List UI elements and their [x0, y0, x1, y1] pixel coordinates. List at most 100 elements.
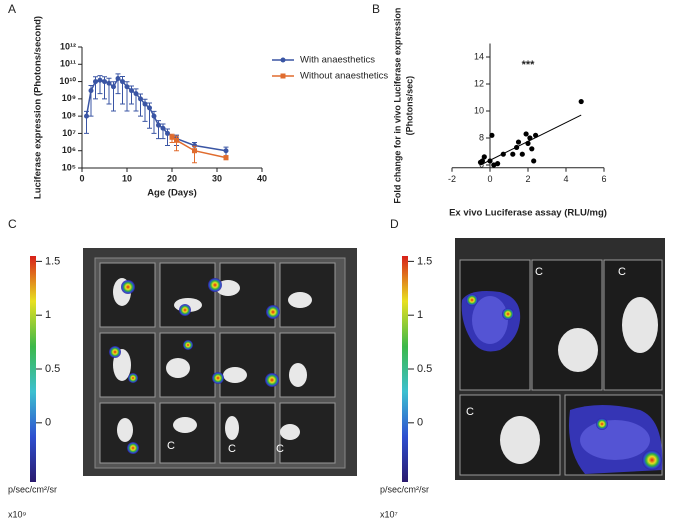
point	[527, 135, 533, 141]
y-tick-label: 8	[479, 132, 484, 142]
point	[481, 154, 487, 160]
point	[147, 105, 152, 111]
x-tick-label: 30	[212, 173, 222, 183]
point	[133, 91, 139, 97]
y-axis-label: Luciferase expression (Photons/second)	[33, 16, 44, 199]
y-tick-label: 10¹²	[60, 41, 76, 51]
point	[479, 158, 485, 164]
mouse	[289, 363, 307, 387]
signal	[642, 450, 662, 470]
cage	[159, 262, 216, 328]
x-axis-label: Ex vivo Luciferase assay (RLU/mg)	[449, 208, 607, 219]
panel-label: B	[372, 2, 380, 16]
mouse	[216, 280, 240, 296]
point	[223, 155, 229, 161]
signal	[502, 308, 514, 320]
point	[489, 132, 495, 138]
y-tick-label: 10⁷	[62, 128, 76, 138]
legend-marker	[280, 57, 286, 63]
x-tick-label: -2	[448, 174, 456, 184]
x-axis-label: Age (Days)	[147, 188, 197, 199]
cages	[99, 262, 336, 464]
cage	[531, 259, 603, 391]
point	[519, 151, 525, 157]
mouse	[223, 367, 247, 383]
point	[111, 84, 116, 90]
x-tick-label: 20	[167, 173, 177, 183]
cage	[159, 402, 216, 464]
panel-label: A	[8, 2, 16, 16]
point	[106, 80, 112, 86]
point	[169, 134, 175, 140]
control-label: C	[618, 266, 626, 278]
colorbar-tick-label: 1.5	[45, 255, 60, 267]
mouse	[173, 417, 197, 433]
cage	[279, 332, 336, 398]
colorbar-scale: x10⁷	[380, 509, 398, 519]
point	[578, 98, 584, 105]
y-axis-label: (Photons/sec)	[404, 76, 414, 136]
colorbar	[402, 256, 408, 482]
mouse	[280, 424, 300, 440]
point	[120, 79, 125, 85]
y-axis-label: Fold change for in vivo Luciferase expre…	[392, 8, 402, 204]
y-tick-label: 10⁹	[62, 93, 76, 103]
signal	[128, 373, 138, 383]
colorbar-tick-label: 0	[417, 417, 423, 429]
colorbar-label: p/sec/cm²/sr	[8, 484, 57, 494]
point	[174, 137, 179, 143]
point	[124, 84, 130, 90]
x-tick-label: 2	[525, 174, 530, 184]
control-label: C	[228, 443, 236, 455]
mouse	[500, 416, 540, 464]
point	[533, 132, 539, 138]
point	[165, 130, 170, 136]
legend-label: With anaesthetics	[300, 55, 375, 66]
point	[223, 148, 229, 154]
y-tick-label: 12	[474, 78, 484, 88]
colorbar-tick-label: 1	[417, 309, 423, 321]
mouse	[558, 328, 598, 372]
point	[93, 79, 98, 85]
series-line	[85, 77, 227, 152]
point	[515, 139, 522, 145]
mouse	[117, 418, 133, 442]
signal	[208, 278, 222, 292]
control-label: C	[276, 443, 284, 455]
colorbar-tick-label: 0	[45, 417, 51, 429]
point	[102, 79, 107, 85]
point	[523, 131, 529, 137]
cage	[219, 332, 276, 398]
point	[487, 158, 493, 164]
panel-label: D	[390, 217, 399, 231]
signal	[596, 418, 608, 430]
point	[529, 146, 535, 152]
signal	[121, 280, 135, 294]
point	[500, 151, 506, 157]
annotation: ***	[522, 59, 536, 71]
y-tick-label: 10¹⁰	[59, 76, 76, 86]
y-tick-label: 10⁶	[62, 145, 76, 155]
signal	[212, 372, 224, 384]
mouse	[225, 416, 239, 440]
point	[160, 125, 166, 131]
colorbar-tick-label: 1	[45, 309, 51, 321]
point	[84, 113, 89, 119]
signal	[569, 405, 663, 474]
signal	[109, 346, 121, 358]
point	[495, 161, 501, 167]
signal	[179, 304, 191, 316]
point	[138, 96, 143, 102]
signal	[461, 291, 521, 352]
legend-marker	[280, 73, 286, 79]
control-label: C	[466, 406, 474, 418]
x-tick-label: 0	[487, 174, 492, 184]
colorbar-tick-label: 1.5	[417, 255, 432, 267]
point	[142, 101, 148, 107]
x-tick-label: 6	[601, 174, 606, 184]
y-tick-label: 10⁵	[62, 162, 76, 172]
mouse	[288, 292, 312, 308]
signals	[109, 278, 280, 454]
point	[510, 151, 516, 157]
